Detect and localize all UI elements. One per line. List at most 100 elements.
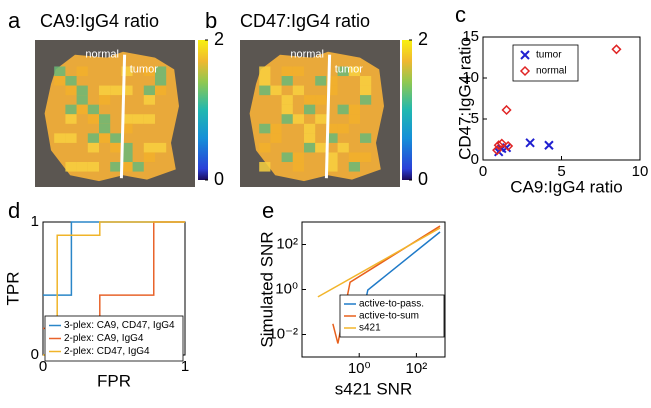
tissue-patch [326,133,338,143]
tissue-patch [315,142,327,153]
legend-swatch [520,50,530,60]
tissue-patch [281,76,293,86]
scatter-point [503,140,514,152]
panel-letter: e [262,198,274,223]
tissue-patch [281,152,293,163]
tissue-patch [132,114,144,124]
colorbar [402,40,412,180]
tissue-patch [326,85,338,96]
colorbar-tick-label: 0 [418,169,428,189]
panel-title: CD47:IgG4 ratio [240,11,370,31]
panel-title: CA9:IgG4 ratio [40,11,159,31]
legend-label: 3-plex: CA9, CD47, IgG4 [64,320,175,331]
tissue-patch [155,66,167,77]
tumor-boundary [119,54,127,179]
tissue-patch [348,66,360,77]
tissue-patch [121,66,133,77]
tissue-patch [121,152,133,163]
tissue-patch [65,85,77,96]
tissue-patch [326,76,338,86]
scatter-point [492,145,503,156]
legend-label: normal [536,66,567,77]
tissue-patch [99,95,111,105]
tissue-patch [292,114,304,124]
x-axis-label: s421 SNR [335,379,412,398]
y-tick-label: 5 [471,110,479,127]
tissue-patch [259,85,271,96]
x-tick-label: 10⁰ [348,360,371,377]
tissue-patch [259,66,271,77]
tissue-patch [99,123,111,134]
x-tick-label: 0 [39,358,47,375]
legend-label: tumor [536,50,562,61]
tissue-patch [315,114,327,124]
tissue-patch [360,152,372,163]
x-tick-label: 10 [632,163,649,180]
x-axis-label: FPR [97,371,131,390]
scatter-point [544,140,554,150]
tissue-patch [304,95,316,105]
legend-label: s421 [359,323,381,334]
scatter-point [493,140,504,151]
panel-letter: a [8,8,21,33]
tissue-patch [110,142,122,153]
tissue-patch [259,162,271,172]
tissue-patch [76,66,88,77]
legend [44,315,184,362]
tissue-patch [54,133,66,143]
scatter-point [525,138,535,148]
tissue-patch [292,162,304,172]
tissue-patch [315,95,327,105]
legend-swatch [519,65,531,77]
tissue-patch [270,133,282,143]
legend-label: active-to-pass. [359,299,424,310]
annotation: tumor [335,63,363,75]
y-tick-label: 10⁰ [275,280,298,297]
tissue-patch [143,66,155,77]
tissue-patch [110,162,122,172]
tissue-patch [337,142,349,153]
tissue-patch [99,133,111,143]
scatter-point [611,44,622,55]
legend-label: 2-plex: CD47, IgG4 [64,346,150,357]
tissue-patch [270,123,282,134]
tissue-patch [304,133,316,143]
tissue-patch [132,162,144,172]
y-tick-label: 10 [462,69,479,86]
tissue-patch [360,85,372,96]
colorbar [198,40,208,180]
tissue-patch [292,85,304,96]
tissue-patch [143,95,155,105]
y-axis-label: TPR [3,272,22,306]
y-tick-label: 10² [276,235,298,252]
tissue-patch [259,142,271,153]
tissue-patch [155,142,167,153]
tumor-boundary [324,54,332,179]
annotation: normal [290,49,324,61]
tissue-patch [76,162,88,172]
tissue-patch [143,142,155,153]
tissue-patch [143,152,155,163]
y-axis-label: CD47:IgG4 ratio [455,37,474,160]
tissue-patch [155,76,167,86]
tissue-patch [121,123,133,134]
tissue-patch [304,142,316,153]
tissue-patch [337,66,349,77]
tissue-patch [143,114,155,124]
tissue-patch [337,123,349,134]
tissue-patch [281,66,293,77]
tissue-patch [54,66,66,77]
tissue-patch [87,133,99,143]
legend-label: 2-plex: CA9, IgG4 [64,333,144,344]
tissue-patch [121,85,133,96]
tissue-patch [292,152,304,163]
tissue-patch [348,152,360,163]
tissue-patch [87,142,99,153]
tissue-patch [76,104,88,115]
y-tick-label: 1 [31,213,39,230]
tissue-patch [65,133,77,143]
tissue-patch [87,114,99,124]
tissue-patch [110,85,122,96]
tissue-patch [281,95,293,105]
tissue-patch [281,104,293,115]
